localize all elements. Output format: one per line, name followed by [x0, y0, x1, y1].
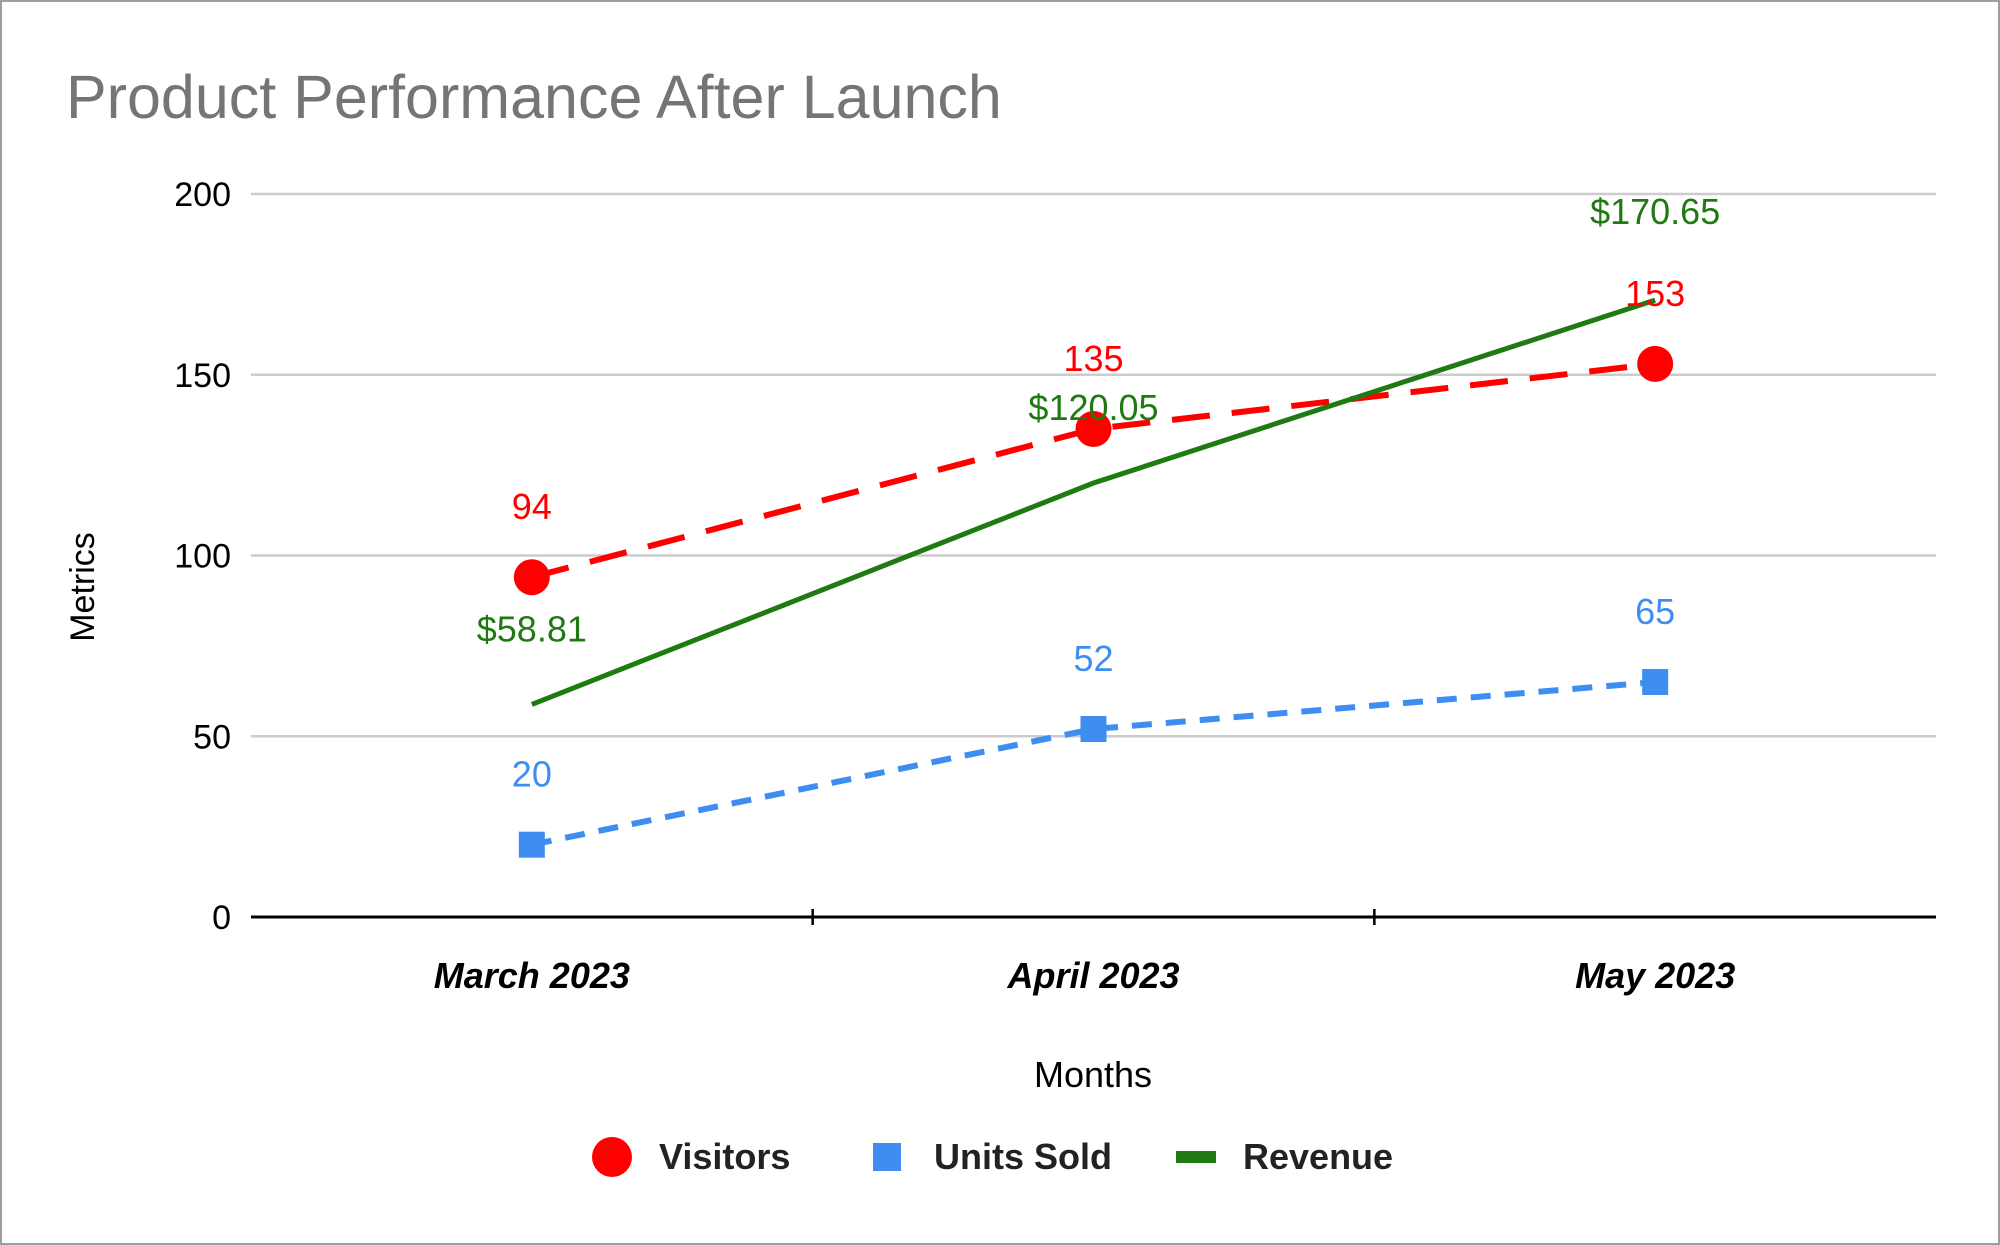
data-label: 65: [1635, 591, 1675, 632]
series-line-visitors: [531, 360, 1656, 581]
data-point: [1637, 345, 1674, 382]
x-tick-label: April 2023: [1006, 955, 1179, 996]
y-tick-label: 150: [174, 357, 231, 395]
y-axis-label: Metrics: [64, 532, 102, 642]
data-label: 20: [512, 754, 552, 795]
data-label: 135: [1063, 338, 1123, 379]
y-tick-label: 50: [193, 718, 231, 756]
data-point: [1080, 716, 1107, 743]
data-label: 153: [1625, 273, 1685, 314]
data-label: $170.65: [1590, 191, 1720, 232]
x-axis-label: Months: [1034, 1054, 1152, 1095]
y-tick-label: 0: [212, 899, 231, 937]
data-label: 94: [512, 486, 552, 527]
y-tick-label: 100: [174, 538, 231, 576]
data-point: [518, 831, 545, 858]
legend-line-icon: [1176, 1151, 1216, 1163]
legend-square-icon: [873, 1143, 901, 1171]
data-point: [513, 559, 550, 596]
series-line-revenue: [530, 297, 1656, 707]
legend-label: Units Sold: [934, 1136, 1112, 1177]
legend-label: Revenue: [1243, 1136, 1393, 1177]
x-tick-label: May 2023: [1575, 955, 1735, 996]
x-tick-label: March 2023: [434, 955, 630, 996]
data-label: 52: [1073, 638, 1113, 679]
y-tick-label: 200: [174, 176, 231, 214]
data-label: $58.81: [477, 608, 587, 649]
data-point: [1642, 669, 1669, 696]
chart-title: Product Performance After Launch: [66, 63, 1002, 131]
series-line-units-sold: [531, 679, 1656, 848]
data-point: [1075, 410, 1112, 447]
data-label: $120.05: [1028, 387, 1158, 428]
legend-circle-icon: [592, 1137, 632, 1177]
legend-label: Visitors: [659, 1136, 790, 1177]
